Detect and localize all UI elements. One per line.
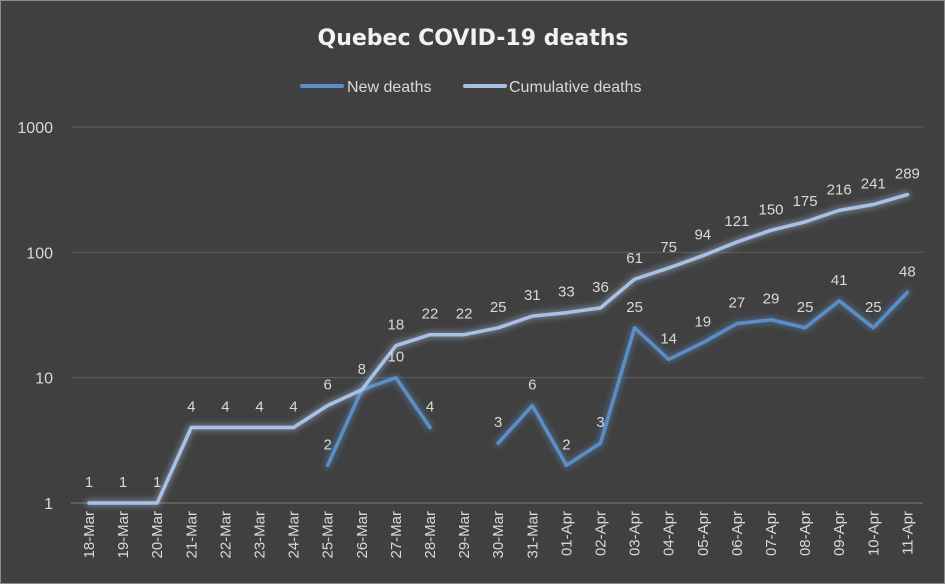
legend-label-new-deaths: New deaths: [347, 79, 432, 96]
data-label-new-deaths: 14: [660, 330, 677, 347]
data-label-cumulative-deaths: 33: [558, 284, 575, 301]
x-tick-label: 27-Mar: [388, 511, 405, 559]
legend: New deaths Cumulative deaths: [300, 79, 642, 96]
x-tick-label: 30-Mar: [490, 511, 507, 559]
data-label-new-deaths: 41: [831, 272, 848, 289]
data-label-new-deaths: 3: [596, 414, 604, 431]
data-label-new-deaths: 19: [694, 314, 711, 331]
data-label-new-deaths: 25: [626, 299, 643, 316]
data-label-cumulative-deaths: 22: [456, 306, 473, 323]
data-label-cumulative-deaths: 121: [724, 213, 749, 230]
data-label-new-deaths: 10: [388, 349, 405, 366]
y-tick-label: 1: [44, 496, 53, 513]
x-tick-label: 29-Mar: [456, 511, 473, 559]
data-label-cumulative-deaths: 1: [119, 474, 127, 491]
data-label-cumulative-deaths: 4: [289, 399, 297, 416]
x-tick-label: 03-Apr: [627, 511, 644, 556]
y-tick-label: 1000: [17, 120, 53, 137]
data-label-new-deaths: 48: [899, 263, 916, 280]
x-tick-label: 11-Apr: [899, 511, 916, 555]
data-label-new-deaths: 29: [763, 291, 780, 308]
x-tick-label: 22-Mar: [217, 511, 234, 559]
series-glow-cumulative-deaths: [85, 191, 911, 507]
data-label-cumulative-deaths: 216: [827, 181, 852, 198]
data-label-cumulative-deaths: 61: [626, 250, 643, 267]
data-label-new-deaths: 27: [729, 295, 746, 312]
series-line-new-deaths: [496, 290, 910, 468]
chart-title: Quebec COVID-19 deaths: [318, 26, 629, 51]
data-label-new-deaths: 25: [865, 299, 882, 316]
x-tick-label: 26-Mar: [354, 511, 371, 559]
x-tick-label: 24-Mar: [286, 511, 303, 559]
data-label-cumulative-deaths: 4: [221, 399, 229, 416]
x-tick-label: 07-Apr: [763, 511, 780, 556]
data-label-new-deaths: 6: [528, 376, 536, 393]
data-label-new-deaths: 2: [562, 436, 570, 453]
data-label-new-deaths: 3: [494, 414, 502, 431]
data-label-cumulative-deaths: 22: [422, 306, 439, 323]
data-label-cumulative-deaths: 4: [187, 399, 195, 416]
series-line-new-deaths: [325, 375, 432, 468]
x-tick-label: 04-Apr: [661, 511, 678, 556]
data-label-cumulative-deaths: 36: [592, 279, 609, 296]
data-label-new-deaths: 2: [324, 436, 332, 453]
x-tick-label: 02-Apr: [593, 511, 610, 556]
x-tick-label: 20-Mar: [149, 511, 166, 559]
y-axis: 1 10 100 1000: [17, 120, 53, 513]
legend-label-cumulative-deaths: Cumulative deaths: [509, 79, 642, 96]
x-tick-label: 25-Mar: [320, 511, 337, 559]
x-tick-label: 31-Mar: [524, 511, 541, 559]
series-line-cumulative-deaths: [87, 192, 910, 505]
data-label-cumulative-deaths: 18: [388, 317, 405, 334]
data-label-new-deaths: 4: [426, 399, 434, 416]
x-tick-label: 09-Apr: [831, 511, 848, 556]
data-label-cumulative-deaths: 6: [324, 376, 332, 393]
data-label-cumulative-deaths: 4: [255, 399, 263, 416]
data-label-cumulative-deaths: 25: [490, 299, 507, 316]
x-tick-label: 28-Mar: [422, 511, 439, 559]
y-tick-label: 100: [26, 245, 53, 262]
gridlines: [71, 126, 923, 504]
x-tick-label: 01-Apr: [558, 511, 575, 556]
x-axis: 18-Mar 19-Mar 20-Mar 21-Mar 22-Mar 23-Mar 24-M…: [81, 511, 916, 559]
data-label-cumulative-deaths: 150: [758, 201, 783, 218]
data-label-cumulative-deaths: 241: [861, 175, 886, 192]
data-label-cumulative-deaths: 75: [660, 239, 677, 256]
x-tick-label: 18-Mar: [81, 511, 98, 559]
data-label-cumulative-deaths: 289: [895, 166, 920, 183]
series-layer: [85, 191, 911, 507]
data-label-cumulative-deaths: 1: [153, 474, 161, 491]
series-glow-new-deaths: [324, 374, 434, 469]
y-tick-label: 10: [35, 371, 53, 388]
data-label-cumulative-deaths: 94: [694, 227, 711, 244]
data-label-cumulative-deaths: 31: [524, 287, 541, 304]
x-tick-label: 10-Apr: [865, 511, 882, 556]
data-label-new-deaths: 25: [797, 299, 814, 316]
x-tick-label: 21-Mar: [183, 511, 200, 559]
x-tick-label: 05-Apr: [695, 511, 712, 556]
x-tick-label: 06-Apr: [729, 511, 746, 556]
data-label-new-deaths: 8: [358, 361, 366, 378]
x-tick-label: 19-Mar: [115, 511, 132, 559]
x-tick-label: 08-Apr: [797, 511, 814, 556]
data-label-cumulative-deaths: 1: [85, 474, 93, 491]
x-tick-label: 23-Mar: [252, 511, 269, 559]
data-label-cumulative-deaths: 175: [793, 193, 818, 210]
